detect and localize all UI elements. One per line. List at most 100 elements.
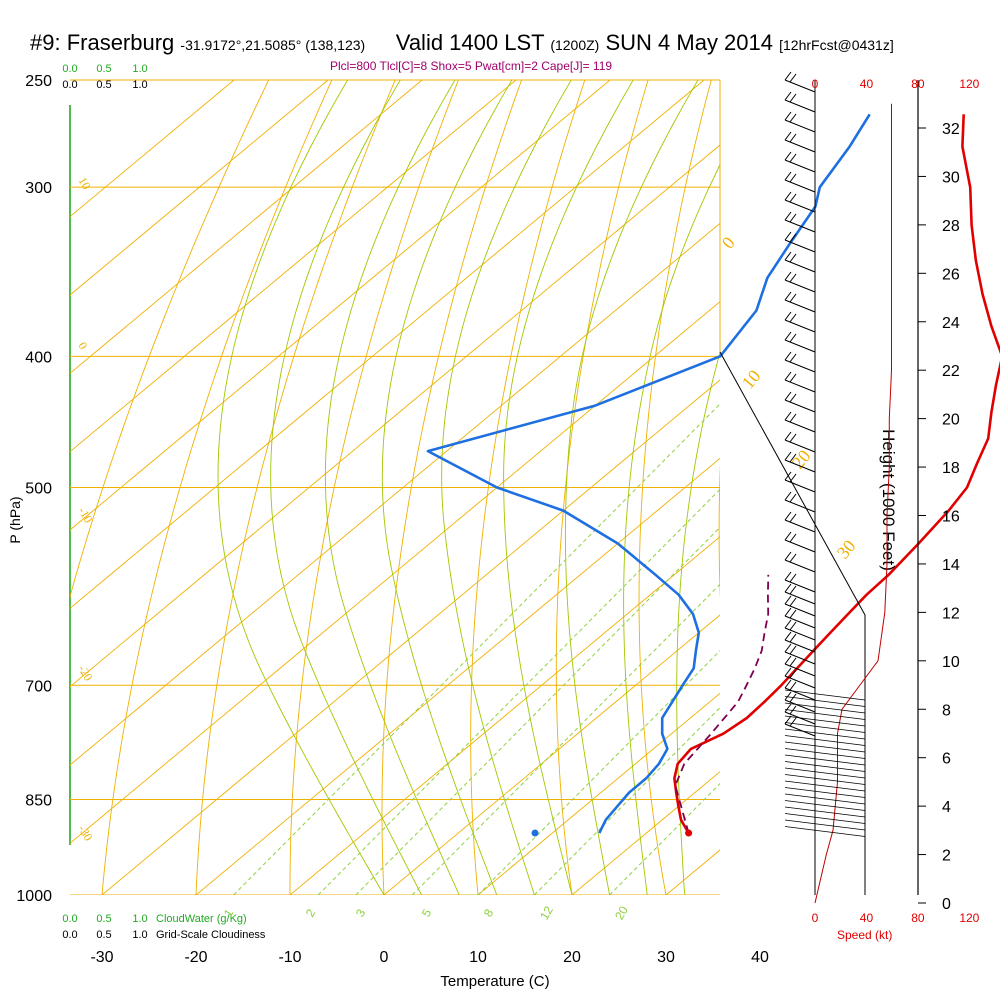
wind-barb-flag xyxy=(789,213,797,223)
wind-barb-flag xyxy=(784,191,792,201)
temperature-axis-title: Temperature (C) xyxy=(440,973,549,990)
wind-barb-staff xyxy=(784,735,866,746)
cloudwater-tick-top: 0.0 xyxy=(62,63,77,75)
wind-barb-flag xyxy=(789,573,797,583)
dry-adiabat-line xyxy=(945,80,1000,895)
wind-barb-flag xyxy=(789,193,797,203)
wind-barb-staff xyxy=(784,741,866,753)
cloudwater-tick-bottom: 0.5 xyxy=(96,913,111,925)
moist-adiabat-line xyxy=(623,163,720,895)
dry-adiabat-label: 0 xyxy=(75,340,90,352)
wind-barb-staff xyxy=(784,761,866,772)
wind-barb-flag xyxy=(789,645,797,655)
dry-adiabat-label: 10 xyxy=(75,175,93,192)
valid-date: SUN 4 May 2014 xyxy=(605,30,773,55)
wind-barb-staff xyxy=(784,399,816,413)
mixing-ratio-line xyxy=(233,403,720,895)
dry-adiabat-line xyxy=(101,80,333,895)
wind-barb-staff xyxy=(784,787,866,798)
wind-barb-flag xyxy=(789,669,797,679)
wind-barb-flag xyxy=(784,291,792,301)
height-tick-label: 16 xyxy=(942,509,960,526)
pressure-tick-label: 1000 xyxy=(16,888,52,905)
pressure-tick-label: 400 xyxy=(25,349,52,366)
wind-barb-staff xyxy=(784,715,866,727)
parcel-series-line xyxy=(674,574,770,834)
height-tick-label: 22 xyxy=(942,363,960,380)
stability-indices: Plcl=800 Tlcl[C]=8 Shox=5 Pwat[cm]=2 Cap… xyxy=(330,59,613,73)
height-tick-label: 26 xyxy=(942,266,960,283)
wind-barb-staff xyxy=(784,159,816,173)
wind-barb-flag xyxy=(789,373,797,383)
wind-barb-flag xyxy=(789,153,797,163)
isotherm-line xyxy=(70,80,423,374)
wind-barb-flag xyxy=(784,71,792,81)
wind-barb-staff xyxy=(784,754,866,766)
moist-adiabat-line xyxy=(503,80,634,895)
dewpoint-series-line xyxy=(426,113,871,834)
cloudwater-axis-title: CloudWater (g/Kg) xyxy=(156,913,247,925)
wind-barb-flag xyxy=(784,607,792,617)
wind-barb-flag xyxy=(784,391,792,401)
wind-barb-flag xyxy=(784,151,792,161)
height-tick-label: 6 xyxy=(942,751,951,768)
cloudiness-tick-top: 0.5 xyxy=(96,79,111,91)
wind-barb-flag xyxy=(789,493,797,503)
wind-barb-flag xyxy=(784,595,792,605)
wind-barb-flag xyxy=(789,657,797,667)
pressure-tick-label: 850 xyxy=(25,792,52,809)
wind-barb-staff xyxy=(784,379,816,393)
wind-barb-flag xyxy=(784,331,792,341)
wind-barb-flag xyxy=(789,705,797,715)
wind-barb-staff xyxy=(784,559,816,573)
wind-barb-staff xyxy=(784,806,866,818)
wind-speed-profile xyxy=(814,103,892,904)
dry-adiabat-line xyxy=(289,80,459,895)
wind-barb-flag xyxy=(789,313,797,323)
wind-barb-flag xyxy=(789,173,797,183)
wind-barb-flag xyxy=(789,333,797,343)
mixing-ratio-label: 2 xyxy=(303,906,319,919)
speed-tick-bottom: 80 xyxy=(911,911,925,925)
wind-barb-flag xyxy=(784,491,792,501)
wind-barb-staff xyxy=(784,79,816,93)
isotherm-line xyxy=(101,379,720,895)
speed-tick-top: 0 xyxy=(812,77,819,91)
speed-tick-bottom: 40 xyxy=(860,911,874,925)
isotherm-line xyxy=(70,80,611,531)
moist-adiabat-line xyxy=(564,80,699,895)
dry-adiabat-line xyxy=(70,80,270,599)
moist-adiabat-line xyxy=(381,80,513,895)
wind-barb-staff xyxy=(784,748,866,759)
wind-barbs xyxy=(784,71,866,837)
temperature-tick-label: 30 xyxy=(657,949,675,966)
cloudwater-tick-bottom: 0.0 xyxy=(62,913,77,925)
wind-barb-staff xyxy=(784,119,816,133)
wind-barb-flag xyxy=(789,473,797,483)
dry-adiabat-line xyxy=(718,463,720,600)
wind-barb-flag xyxy=(789,609,797,619)
wind-barb-staff xyxy=(784,780,866,792)
isotherm-line xyxy=(195,457,720,895)
wind-barb-flag xyxy=(789,133,797,143)
mixing-ratio-label: 5 xyxy=(419,906,435,919)
moist-adiabat-line xyxy=(324,80,460,895)
wind-barb-staff xyxy=(784,800,866,811)
wind-barb-flag xyxy=(784,251,792,261)
wind-barb-flag xyxy=(789,681,797,691)
cloudwater-tick-top: 1.0 xyxy=(132,63,147,75)
isotherm-line xyxy=(70,222,720,766)
isotherm-line xyxy=(70,80,517,453)
temperature-tick-label: -30 xyxy=(90,949,113,966)
wind-barb-flag xyxy=(789,717,797,727)
speed-tick-top: 40 xyxy=(860,77,874,91)
speed-tick-bottom: 120 xyxy=(959,911,979,925)
moist-adiabat-line xyxy=(270,80,423,895)
mixing-ratio-label: 3 xyxy=(353,906,369,919)
wind-barb-flag xyxy=(789,693,797,703)
cloudwater-tick-top: 0.5 xyxy=(96,63,111,75)
temperature-series-line xyxy=(673,114,1000,834)
wind-barb-flag xyxy=(789,113,797,123)
moist-adiabat-label: 10 xyxy=(738,366,765,393)
